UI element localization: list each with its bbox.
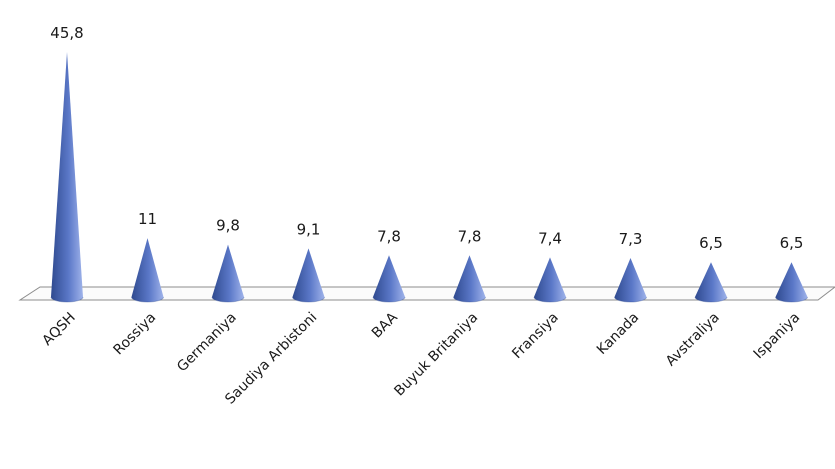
cone-body (775, 262, 808, 302)
data-label: 9,1 (297, 220, 321, 238)
data-label: 9,8 (216, 217, 240, 235)
cone-body (373, 255, 405, 302)
data-label: 11 (138, 210, 157, 228)
data-label: 7,3 (619, 230, 643, 248)
cone-body (614, 257, 647, 302)
cone-base-edge (614, 296, 647, 303)
category-tick-label: Saudiya Arbistoni (222, 310, 320, 408)
cone-base-edge (131, 296, 164, 303)
cone-base-edge (694, 296, 728, 303)
category-tick-label: Rossiya (111, 310, 160, 359)
cone-bar (694, 262, 728, 303)
data-label: 6,5 (699, 234, 723, 252)
cone-body (292, 248, 325, 302)
cone-bar (50, 52, 84, 303)
data-label: 6,5 (780, 234, 804, 252)
cone-bar (131, 238, 164, 303)
cone-bar (211, 244, 245, 303)
cone-body (212, 244, 244, 302)
cone-bar (372, 255, 406, 303)
category-tick-label: AQSH (39, 310, 78, 349)
category-tick-label: Ispaniya (751, 310, 804, 363)
data-label: 7,8 (377, 227, 401, 245)
cone-body (453, 255, 486, 302)
cone-body (695, 262, 727, 302)
cone-bar (453, 255, 486, 303)
cone-base-edge (211, 296, 245, 303)
category-tick-label: Kanada (594, 310, 642, 358)
cone-body (534, 257, 566, 302)
cone-bar (775, 262, 808, 303)
cone-base-edge (775, 296, 808, 303)
cone-bar (533, 257, 567, 303)
category-tick-label: Fransiya (509, 310, 562, 363)
data-label: 7,4 (538, 229, 562, 247)
data-label: 45,8 (50, 24, 83, 42)
cone-bar (614, 257, 647, 303)
cones-layer (50, 52, 808, 303)
category-tick-label: Avstraliya (663, 310, 723, 370)
category-tick-label: Buyuk Britaniya (391, 310, 481, 400)
cone-body (51, 52, 83, 302)
cone-base-edge (453, 296, 486, 303)
cone-base-edge (372, 296, 406, 303)
cone-base-edge (50, 296, 84, 303)
cone-base-edge (533, 296, 567, 303)
cone-body (131, 238, 164, 302)
data-label: 7,8 (458, 227, 482, 245)
category-tick-label: Germaniya (174, 310, 240, 376)
cone-bar (292, 248, 325, 303)
category-tick-label: BAA (369, 309, 401, 341)
value-labels-layer: 45,8 11 9,8 9,1 7,8 7,8 7,4 7,3 6,5 6,5 (50, 24, 803, 252)
cone-base-edge (292, 296, 325, 303)
